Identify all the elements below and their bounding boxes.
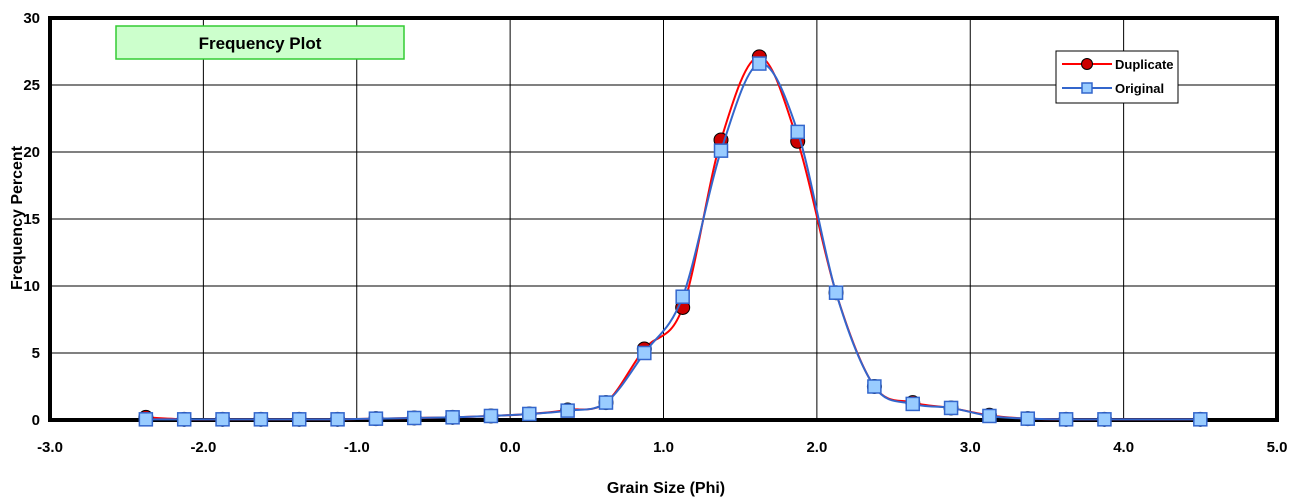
series-line	[145, 55, 1201, 421]
data-point-square	[522, 406, 537, 422]
chart-title-box: Frequency Plot	[115, 25, 405, 60]
x-tick-label: 0.0	[500, 439, 521, 456]
data-point-square	[752, 56, 767, 71]
data-point-square	[1058, 412, 1074, 427]
x-tick-label: 4.0	[1113, 439, 1134, 456]
x-tick-label: -3.0	[37, 439, 63, 456]
data-point-square	[828, 285, 844, 300]
data-point-square	[790, 124, 805, 140]
x-tick-label: 1.0	[653, 439, 674, 456]
plot-area-frame	[48, 16, 1279, 422]
legend: Duplicate Original	[1055, 50, 1179, 104]
y-axis-tick-labels: 0 5 10 15 20 25 30	[23, 10, 40, 429]
y-tick-label: 20	[23, 144, 40, 161]
y-axis-title: Frequency Percent	[9, 145, 26, 290]
x-tick-label: -2.0	[190, 439, 216, 456]
data-point-square	[713, 143, 729, 158]
legend-box	[1055, 50, 1179, 104]
data-point-square	[598, 395, 614, 410]
data-point-square	[675, 289, 690, 304]
series-original	[138, 56, 1208, 427]
series-duplicate	[138, 49, 1208, 427]
x-tick-label: 2.0	[806, 439, 827, 456]
data-point-square	[1193, 412, 1208, 427]
x-axis-title: Grain Size (Phi)	[607, 480, 725, 497]
x-tick-label: 5.0	[1267, 439, 1288, 456]
data-point-square	[138, 412, 154, 427]
x-tick-label: 3.0	[960, 439, 981, 456]
series-layer	[138, 49, 1208, 427]
series-line	[145, 62, 1201, 421]
data-point-square	[943, 400, 959, 416]
data-point-square	[330, 412, 345, 427]
x-tick-label: -1.0	[344, 439, 370, 456]
data-point-square	[982, 408, 997, 424]
chart-title: Frequency Plot	[199, 34, 322, 53]
x-axis-tick-labels: -3.0 -2.0 -1.0 0.0 1.0 2.0 3.0 4.0 5.0	[37, 439, 1287, 456]
data-point-square	[291, 412, 307, 427]
legend-marker	[1081, 82, 1093, 94]
data-point-square	[905, 396, 920, 412]
data-point-square	[560, 403, 575, 418]
data-point-square	[445, 410, 460, 425]
y-tick-label: 0	[32, 412, 40, 429]
data-point-square	[867, 379, 882, 394]
data-point-square	[637, 345, 652, 361]
legend-marker	[1081, 58, 1093, 70]
data-point-square	[215, 412, 230, 427]
y-tick-label: 5	[32, 345, 40, 362]
data-point-square	[483, 408, 499, 424]
data-point-square	[1020, 411, 1036, 426]
y-tick-label: 10	[23, 278, 40, 295]
data-point-square	[368, 411, 384, 426]
data-point-square	[253, 412, 269, 427]
title-box-background	[115, 25, 405, 60]
legend-label: Duplicate	[1115, 57, 1174, 72]
y-tick-label: 25	[23, 77, 40, 94]
data-point-square	[407, 410, 422, 426]
y-tick-label: 15	[23, 211, 40, 228]
data-point-square	[176, 412, 192, 427]
y-tick-label: 30	[23, 10, 40, 27]
legend-label: Original	[1115, 81, 1164, 96]
data-point-square	[1097, 412, 1112, 427]
